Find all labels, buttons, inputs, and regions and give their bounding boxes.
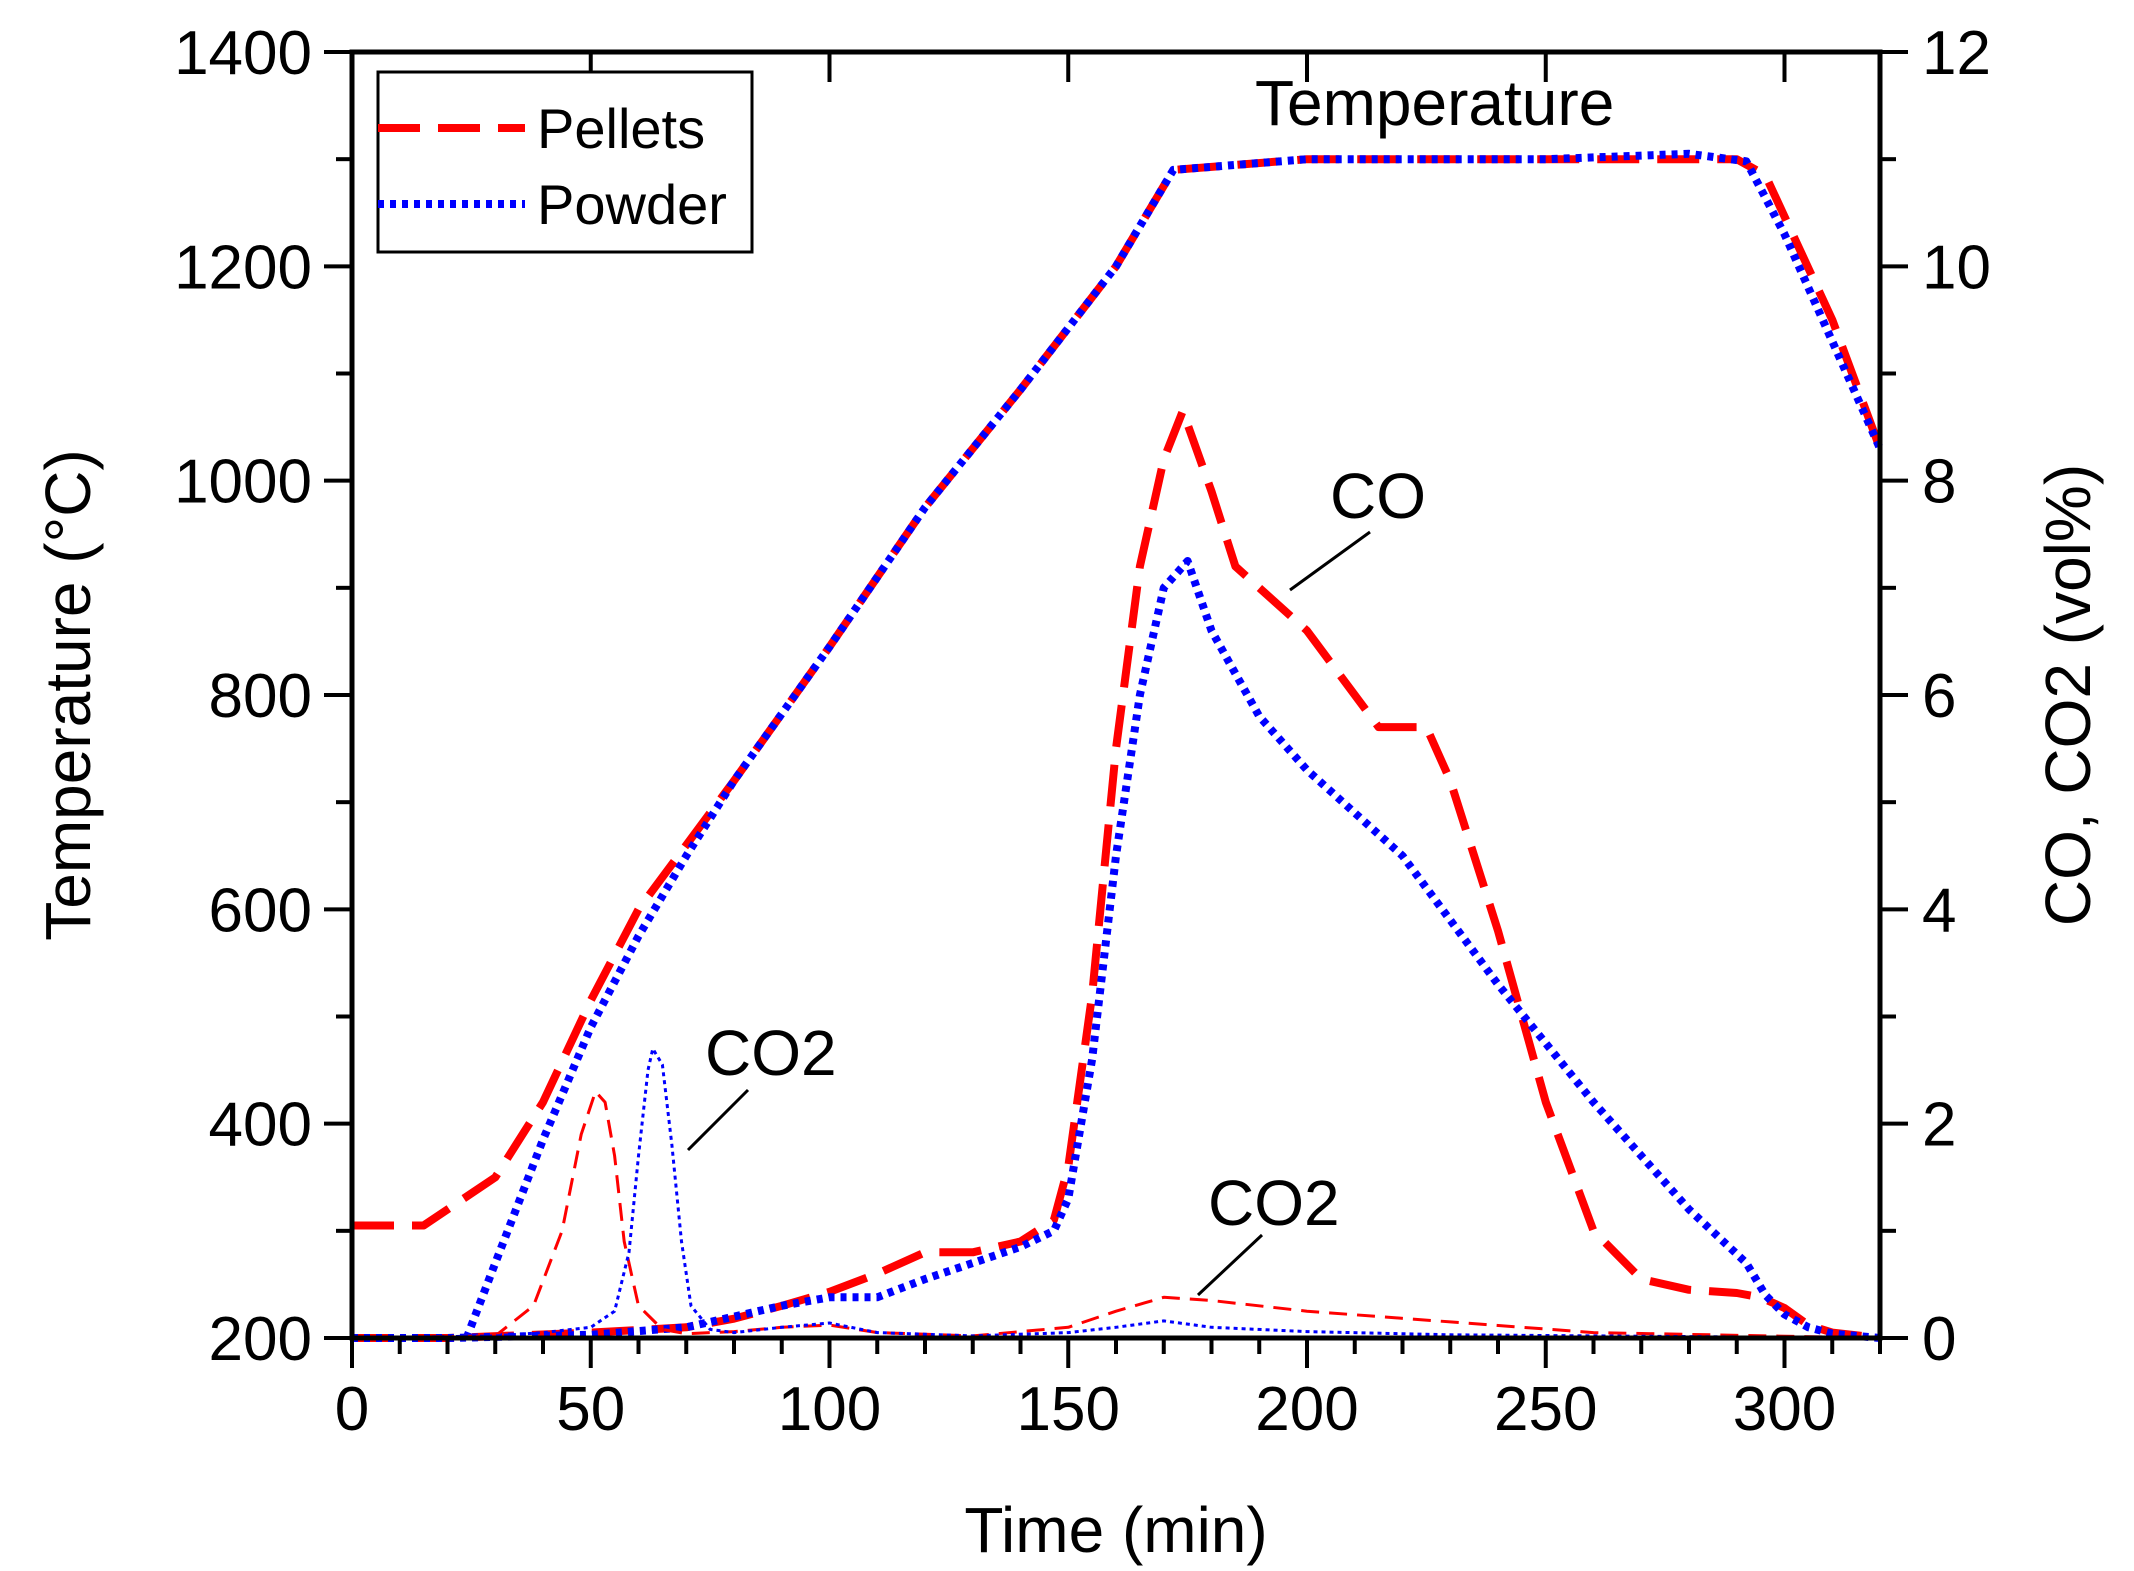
y-right-tick-label: 6 [1922,662,1956,731]
annotation-co2-right-leader [1196,1233,1264,1297]
legend-label-powder: Powder [537,173,727,236]
legend: Pellets Powder [376,70,754,254]
series-powder-temperature [462,149,1884,1340]
y-right-tick-label: 2 [1922,1091,1956,1160]
annotation-temperature: Temperature [1255,67,1614,139]
y-right-tick-label: 12 [1922,19,1991,88]
legend-box [376,70,754,254]
x-tick-label: 100 [778,1375,881,1444]
series-layer [351,149,1884,1342]
series-pellets-temperature [352,155,1884,1230]
annotation-co2-right: CO2 [1208,1167,1340,1239]
ticks-layer: 0 50 100 150 200 250 3002004006008001000120014… [174,19,1991,1444]
y-left-tick-label: 200 [209,1305,312,1374]
x-tick-label: 0 [335,1375,369,1444]
y-left-tick-label: 1000 [174,448,312,517]
annotation-co-leader [1289,530,1371,592]
series-pellets-co2 [351,1090,1881,1340]
y-left-tick-label: 800 [209,662,312,731]
annotation-co2-left-leader [686,1088,750,1152]
annotation-layer: Temperature CO CO2 CO2 [686,67,1614,1297]
x-axis-title: Time (min) [964,1494,1267,1566]
legend-label-pellets: Pellets [537,97,705,160]
y-right-tick-label: 4 [1922,876,1956,945]
y-right-axis-title: CO, CO2 (vol%) [2032,464,2104,926]
annotation-co2-left: CO2 [705,1017,837,1089]
x-tick-label: 50 [556,1375,625,1444]
x-tick-label: 300 [1733,1375,1836,1444]
series-pellets-co [352,407,1881,1342]
x-tick-label: 150 [1017,1375,1120,1444]
y-right-tick-label: 0 [1922,1305,1956,1374]
y-left-tick-label: 1400 [174,19,312,88]
y-right-tick-label: 10 [1922,233,1991,302]
y-left-tick-label: 400 [209,1091,312,1160]
y-right-tick-label: 8 [1922,448,1956,517]
y-left-axis-title: Temperature (°C) [32,449,104,941]
series-powder-co2 [351,1047,1881,1340]
series-powder-co [352,557,1881,1342]
y-left-tick-label: 1200 [174,233,312,302]
x-tick-label: 200 [1255,1375,1358,1444]
annotation-co: CO [1330,460,1426,532]
y-left-tick-label: 600 [209,876,312,945]
x-tick-label: 250 [1494,1375,1597,1444]
